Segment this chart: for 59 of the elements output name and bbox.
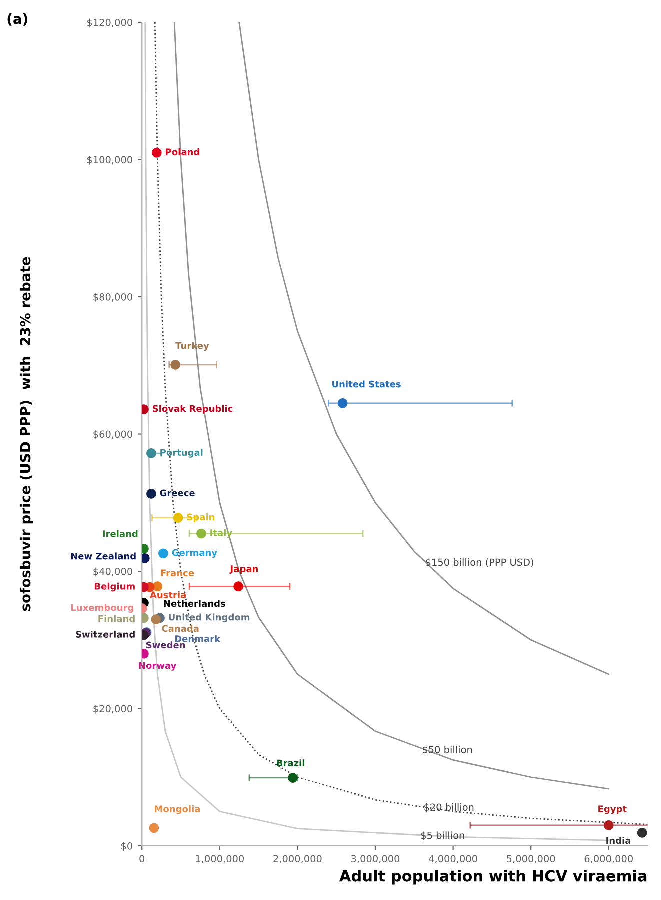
y-tick-label: $60,000	[94, 430, 132, 440]
series-label: India	[606, 837, 631, 844]
series-label: Greece	[160, 490, 195, 497]
series-label: United States	[332, 380, 401, 388]
point	[151, 614, 162, 624]
point	[158, 548, 168, 559]
point	[288, 773, 298, 783]
series-label: Brazil	[277, 760, 304, 767]
series-label: Luxembourg	[71, 604, 134, 613]
x-tick-label: 6,000,000	[584, 855, 633, 864]
series-label: Belgium	[94, 582, 135, 592]
series-label: Netherlands	[164, 600, 226, 608]
series-label: Canada	[162, 625, 199, 632]
series-label: Finland	[98, 615, 135, 622]
point	[173, 513, 184, 523]
text: (a)	[8, 14, 28, 26]
y-tick-label: $0	[122, 842, 132, 852]
series-label: Norway	[139, 662, 177, 671]
series-label: Japan	[230, 566, 258, 574]
point	[170, 360, 180, 370]
series-label: Egypt	[598, 806, 627, 814]
series-label: Mongolia	[155, 805, 200, 814]
series-label: Ireland	[103, 530, 138, 538]
point	[149, 823, 160, 834]
point	[146, 448, 156, 458]
x-tick-label: 3,000,000	[352, 855, 400, 864]
text: Denmark	[175, 635, 221, 642]
series-label: Poland	[166, 148, 200, 156]
x-axis-title: Adult population with HCV viraemia	[339, 870, 647, 885]
x-tick-label: 2,000,000	[274, 855, 322, 864]
point	[196, 528, 206, 539]
y-tick-label: $100,000	[88, 156, 132, 165]
y-tick-label: $120,000	[88, 18, 132, 28]
point	[152, 148, 162, 158]
x-tick-label: 5,000,000	[507, 855, 556, 864]
series-label: United Kingdom	[169, 614, 250, 623]
point	[338, 398, 348, 408]
series-label: Slovak Republic	[152, 405, 233, 414]
series-label: Sweden	[146, 642, 186, 649]
annotation: $5 billion	[421, 832, 464, 841]
series-label: Austria	[150, 591, 186, 598]
y-tick-label: $20,000	[94, 705, 132, 714]
series-label: Switzerland	[76, 630, 135, 638]
x-tick-label: 0	[140, 855, 145, 863]
point	[604, 820, 614, 830]
series-label: Germany	[172, 549, 218, 558]
series-label: France	[161, 570, 194, 577]
point	[234, 582, 244, 592]
y-tick-label: $80,000	[94, 293, 132, 302]
x-tick-label: 4,000,000	[429, 855, 478, 864]
y-tick-label: $40,000	[94, 568, 132, 577]
point	[142, 554, 150, 564]
point	[146, 489, 156, 499]
y-axis-title: sofosbuvir price (USD PPP) with 23% rebate	[20, 257, 34, 612]
annotation: $150 billion (PPP USD)	[426, 558, 534, 568]
series-label: New Zealand	[71, 552, 136, 560]
point	[637, 828, 648, 838]
x-tick-label: 1,000,000	[196, 855, 244, 864]
annotation: $20 billion	[424, 804, 474, 812]
